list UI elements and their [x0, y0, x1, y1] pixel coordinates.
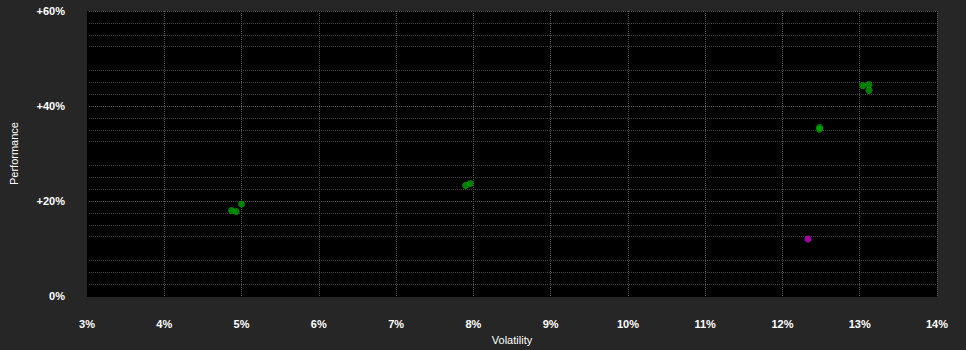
svg-text:4%: 4% — [156, 318, 172, 330]
svg-text:0%: 0% — [49, 290, 65, 302]
svg-text:12%: 12% — [771, 318, 793, 330]
svg-text:Performance: Performance — [8, 122, 20, 185]
svg-text:+60%: +60% — [37, 5, 66, 17]
svg-text:7%: 7% — [388, 318, 404, 330]
svg-text:3%: 3% — [79, 318, 95, 330]
svg-text:9%: 9% — [543, 318, 559, 330]
svg-text:6%: 6% — [311, 318, 327, 330]
svg-text:13%: 13% — [849, 318, 871, 330]
svg-text:+20%: +20% — [37, 195, 66, 207]
svg-text:11%: 11% — [694, 318, 716, 330]
svg-text:8%: 8% — [465, 318, 481, 330]
svg-text:10%: 10% — [617, 318, 639, 330]
svg-text:+40%: +40% — [37, 100, 66, 112]
svg-text:14%: 14% — [926, 318, 948, 330]
svg-text:5%: 5% — [234, 318, 250, 330]
svg-text:Volatility: Volatility — [492, 334, 533, 346]
